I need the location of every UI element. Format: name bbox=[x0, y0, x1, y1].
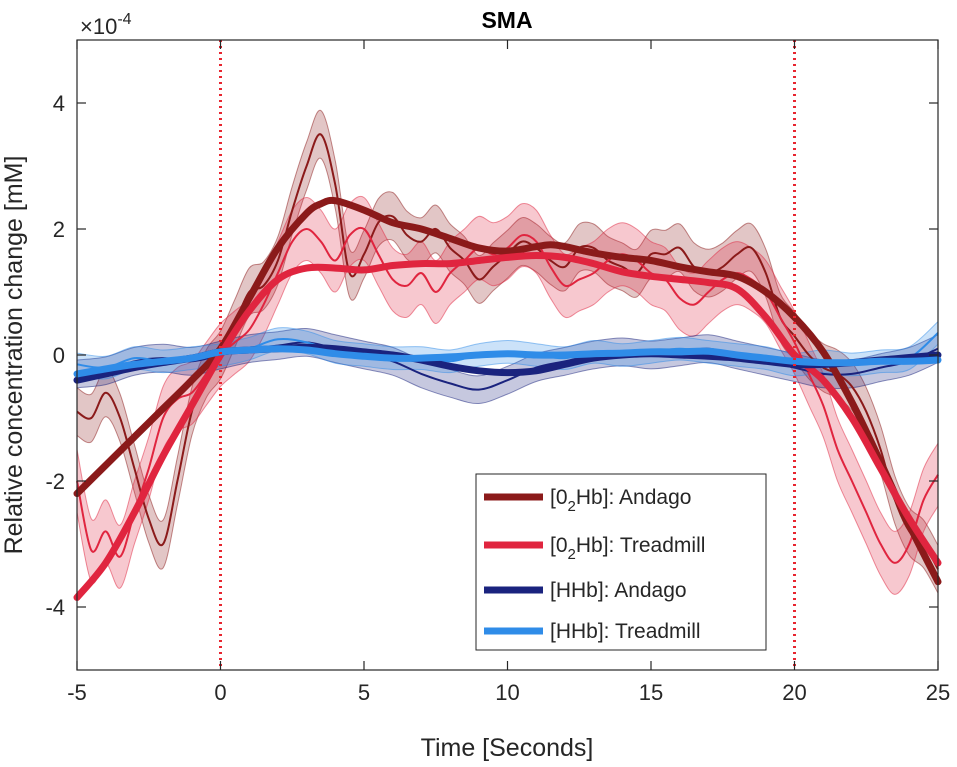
legend-label-o2hb-andago: [02Hb]: Andago bbox=[550, 486, 691, 515]
x-axis-ticks: -5 0 5 10 15 20 25 bbox=[67, 40, 950, 705]
y-tick-label: -4 bbox=[45, 595, 65, 620]
y-tick-label: -2 bbox=[45, 469, 65, 494]
x-axis-title: Time [Seconds] bbox=[421, 734, 594, 762]
legend-label-o2hb-treadmill: [02Hb]: Treadmill bbox=[550, 534, 705, 563]
legend: [02Hb]: Andago [02Hb]: Treadmill [HHb]: An… bbox=[475, 473, 767, 651]
x-tick-label: -5 bbox=[67, 680, 87, 705]
y-tick-label: 2 bbox=[53, 217, 65, 242]
fitted-series-lines bbox=[73, 196, 942, 601]
x-tick-label: 20 bbox=[782, 680, 806, 705]
x-tick-label: 15 bbox=[639, 680, 663, 705]
x-tick-label: 25 bbox=[926, 680, 950, 705]
x-tick-label: 0 bbox=[214, 680, 226, 705]
x-tick-label: 5 bbox=[358, 680, 370, 705]
legend-label-hhb-treadmill: [HHb]: Treadmill bbox=[550, 620, 701, 643]
y-axis-title: Relative concentration change [mM] bbox=[0, 156, 28, 555]
chart-title: SMA bbox=[481, 7, 532, 33]
y-tick-label: 4 bbox=[53, 91, 65, 116]
y-exponent-label: ×10-4 bbox=[80, 11, 132, 39]
x-tick-label: 10 bbox=[495, 680, 519, 705]
fit-line-hhb-treadmill bbox=[73, 345, 942, 378]
legend-label-hhb-andago: [HHb]: Andago bbox=[550, 579, 687, 602]
y-axis-ticks: -4 -2 0 2 4 bbox=[45, 91, 938, 620]
y-tick-label: 0 bbox=[53, 343, 65, 368]
legend-box bbox=[475, 473, 767, 651]
